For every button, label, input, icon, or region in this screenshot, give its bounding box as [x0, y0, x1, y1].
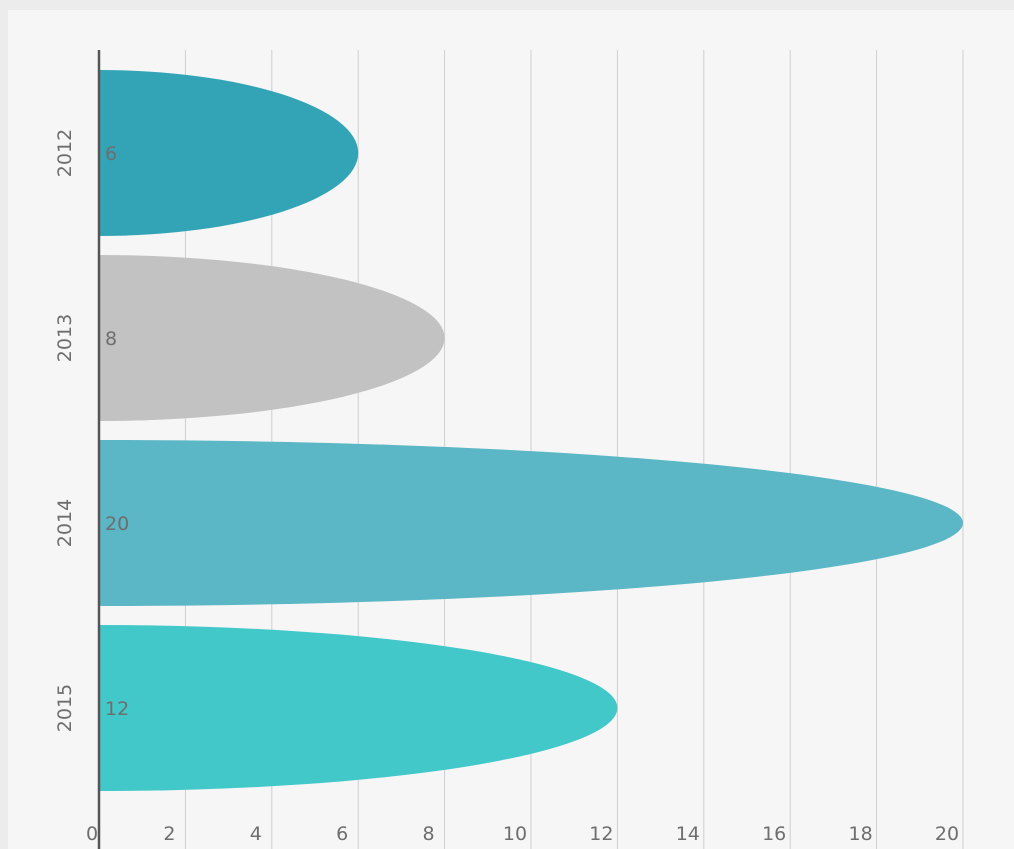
data-label-2012: 6 [105, 143, 117, 165]
x-tick-label-6: 6 [336, 823, 348, 845]
x-tick-label-20: 20 [935, 823, 959, 845]
bar-2015 [99, 625, 618, 791]
category-label-2013: 2013 [54, 314, 76, 362]
x-tick-label-4: 4 [250, 823, 262, 845]
chart-panel: 6 8 20 12 2012 2013 2014 2015 0 2 4 6 8 10 12 14 16 18 2… [8, 10, 1014, 849]
data-label-2014: 20 [105, 513, 129, 535]
x-tick-label-18: 18 [849, 823, 873, 845]
x-tick-label-14: 14 [676, 823, 700, 845]
bar-2014 [99, 440, 963, 606]
data-label-2013: 8 [105, 328, 117, 350]
bars [99, 70, 963, 791]
category-label-2015: 2015 [54, 684, 76, 732]
bar-2012 [99, 70, 359, 236]
data-label-2015: 12 [105, 698, 129, 720]
category-labels: 2012 2013 2014 2015 [54, 129, 76, 732]
x-tick-label-10: 10 [503, 823, 527, 845]
x-axis-ticks: 0 2 4 6 8 10 12 14 16 18 20 [86, 823, 959, 845]
x-tick-label-0: 0 [86, 823, 98, 845]
bar-2013 [99, 255, 445, 421]
category-label-2014: 2014 [54, 499, 76, 547]
x-tick-label-2: 2 [163, 823, 175, 845]
data-labels: 6 8 20 12 [105, 143, 129, 720]
x-tick-label-8: 8 [423, 823, 435, 845]
category-label-2012: 2012 [54, 129, 76, 177]
x-tick-label-16: 16 [762, 823, 786, 845]
x-tick-label-12: 12 [589, 823, 613, 845]
